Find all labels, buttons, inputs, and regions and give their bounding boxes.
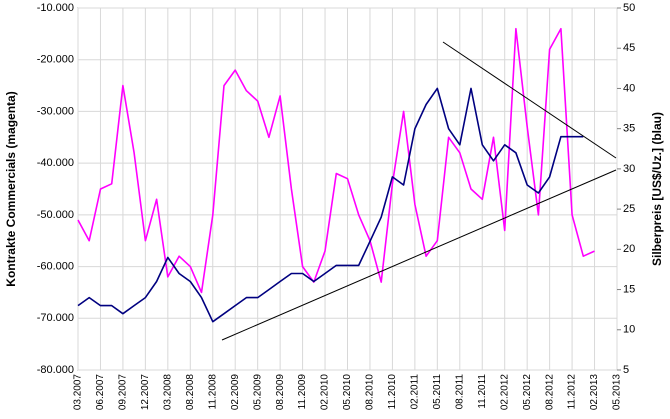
y-tick-label: -20.000 [37, 54, 74, 66]
x-tick-label: 08.2009 [275, 374, 286, 411]
x-tick-label: 11.2012 [567, 374, 578, 410]
trend-line [221, 169, 617, 341]
y-tick-label: -50.000 [37, 209, 74, 221]
x-tick-label: 05.2011 [432, 374, 443, 410]
y2-axis-title: Silberpreis [US$/Uz.] (blau) [650, 112, 664, 266]
y-tick-label: -70.000 [37, 312, 74, 324]
marks [77, 27, 595, 323]
x-tick-label: 05.2010 [342, 374, 353, 411]
y2-tick-label: 15 [623, 283, 635, 295]
x-tick-label: 06.2007 [95, 374, 106, 411]
y2-tick-label: 30 [623, 163, 635, 175]
y2-tick-label: 5 [623, 364, 629, 376]
y2-tick-label: 25 [623, 203, 635, 215]
x-tick-label: 11.2011 [477, 374, 488, 409]
y-tick-label: -10.000 [37, 2, 74, 14]
x-tick-label: 11.2010 [387, 374, 398, 410]
y2-tick-label: 40 [623, 82, 635, 94]
x-tick-label: 11.2009 [297, 374, 308, 410]
y2-tick-label: 10 [623, 324, 635, 336]
x-tick-label: 05.2012 [522, 374, 533, 411]
x-tick-label: 09.2007 [118, 374, 129, 411]
y2-tick-label: 20 [623, 243, 635, 255]
x-tick-label: 03.2008 [162, 374, 173, 411]
x-tick-label: 02.2010 [320, 374, 331, 411]
y-tick-label: -80.000 [37, 364, 74, 376]
y2-tick-label: 35 [623, 123, 635, 135]
x-tick-label: 12.2007 [140, 374, 151, 411]
y-tick-label: -30.000 [37, 105, 74, 117]
y-axis-title: Kontrakte Commercials (magenta) [4, 91, 18, 286]
x-tick-label: 11.2008 [207, 374, 218, 410]
trend-line [442, 41, 617, 159]
y-tick-label: -40.000 [37, 157, 74, 169]
x-tick-label: 05.2013 [612, 374, 623, 411]
x-tick-label: 08.2008 [185, 374, 196, 411]
x-tick-label: 05.2009 [252, 374, 263, 411]
series-line [77, 27, 595, 294]
y2-tick-label: 45 [623, 42, 635, 54]
x-tick-label: 08.2011 [454, 374, 465, 410]
y-tick-label: -60.000 [37, 260, 74, 272]
x-tick-label: 08.2012 [544, 374, 555, 411]
x-tick-label: 02.2009 [230, 374, 241, 411]
x-tick-label: 02.2013 [589, 374, 600, 411]
x-tick-label: 08.2010 [365, 374, 376, 411]
series-line [77, 87, 584, 323]
y2-tick-label: 50 [623, 2, 635, 14]
x-tick-label: 03.2007 [73, 374, 84, 411]
x-tick-label: 02.2011 [410, 374, 421, 410]
x-tick-label: 02.2012 [499, 374, 510, 411]
